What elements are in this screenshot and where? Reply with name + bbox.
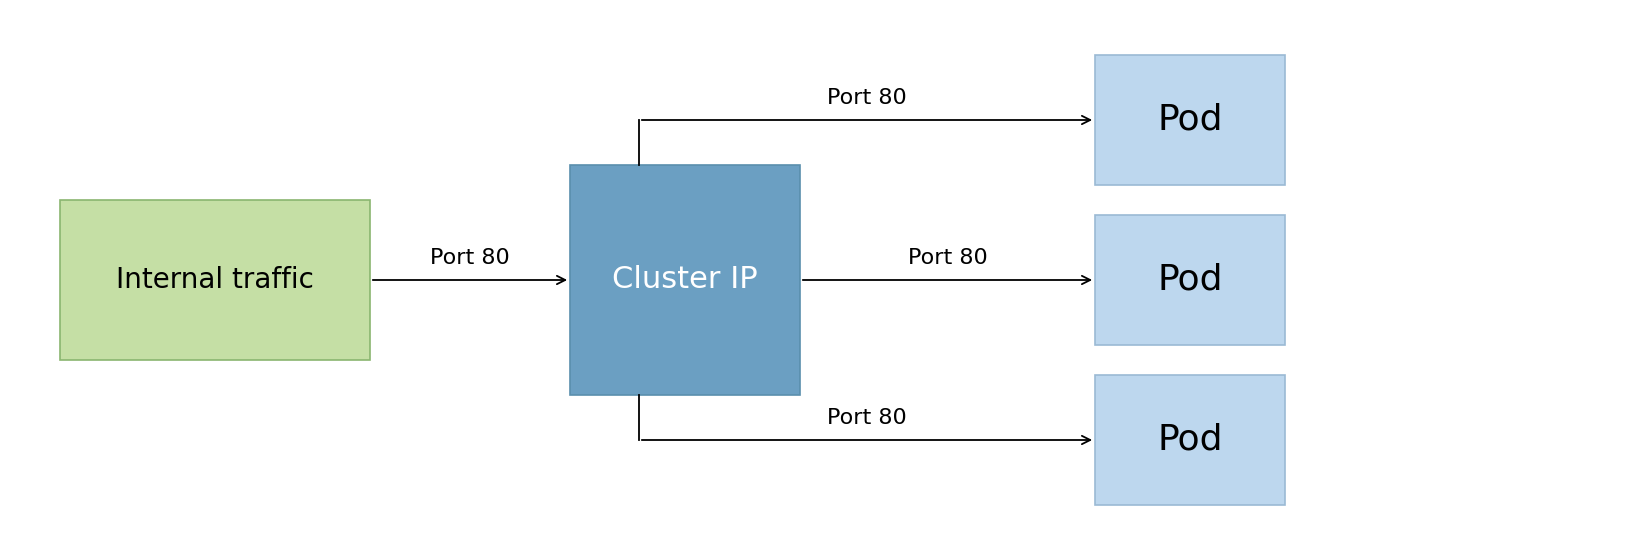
Bar — [1095, 375, 1285, 505]
Text: Port 80: Port 80 — [907, 248, 987, 268]
Bar — [1095, 215, 1285, 345]
Text: Cluster IP: Cluster IP — [612, 265, 758, 295]
Text: Port 80: Port 80 — [827, 88, 907, 108]
Bar — [61, 200, 370, 360]
Bar — [1095, 55, 1285, 185]
Text: Port 80: Port 80 — [431, 248, 509, 268]
Text: Pod: Pod — [1157, 423, 1223, 457]
Text: Internal traffic: Internal traffic — [116, 266, 314, 294]
Bar — [570, 165, 800, 395]
Text: Pod: Pod — [1157, 103, 1223, 137]
Text: Port 80: Port 80 — [827, 408, 907, 428]
Text: Pod: Pod — [1157, 263, 1223, 297]
